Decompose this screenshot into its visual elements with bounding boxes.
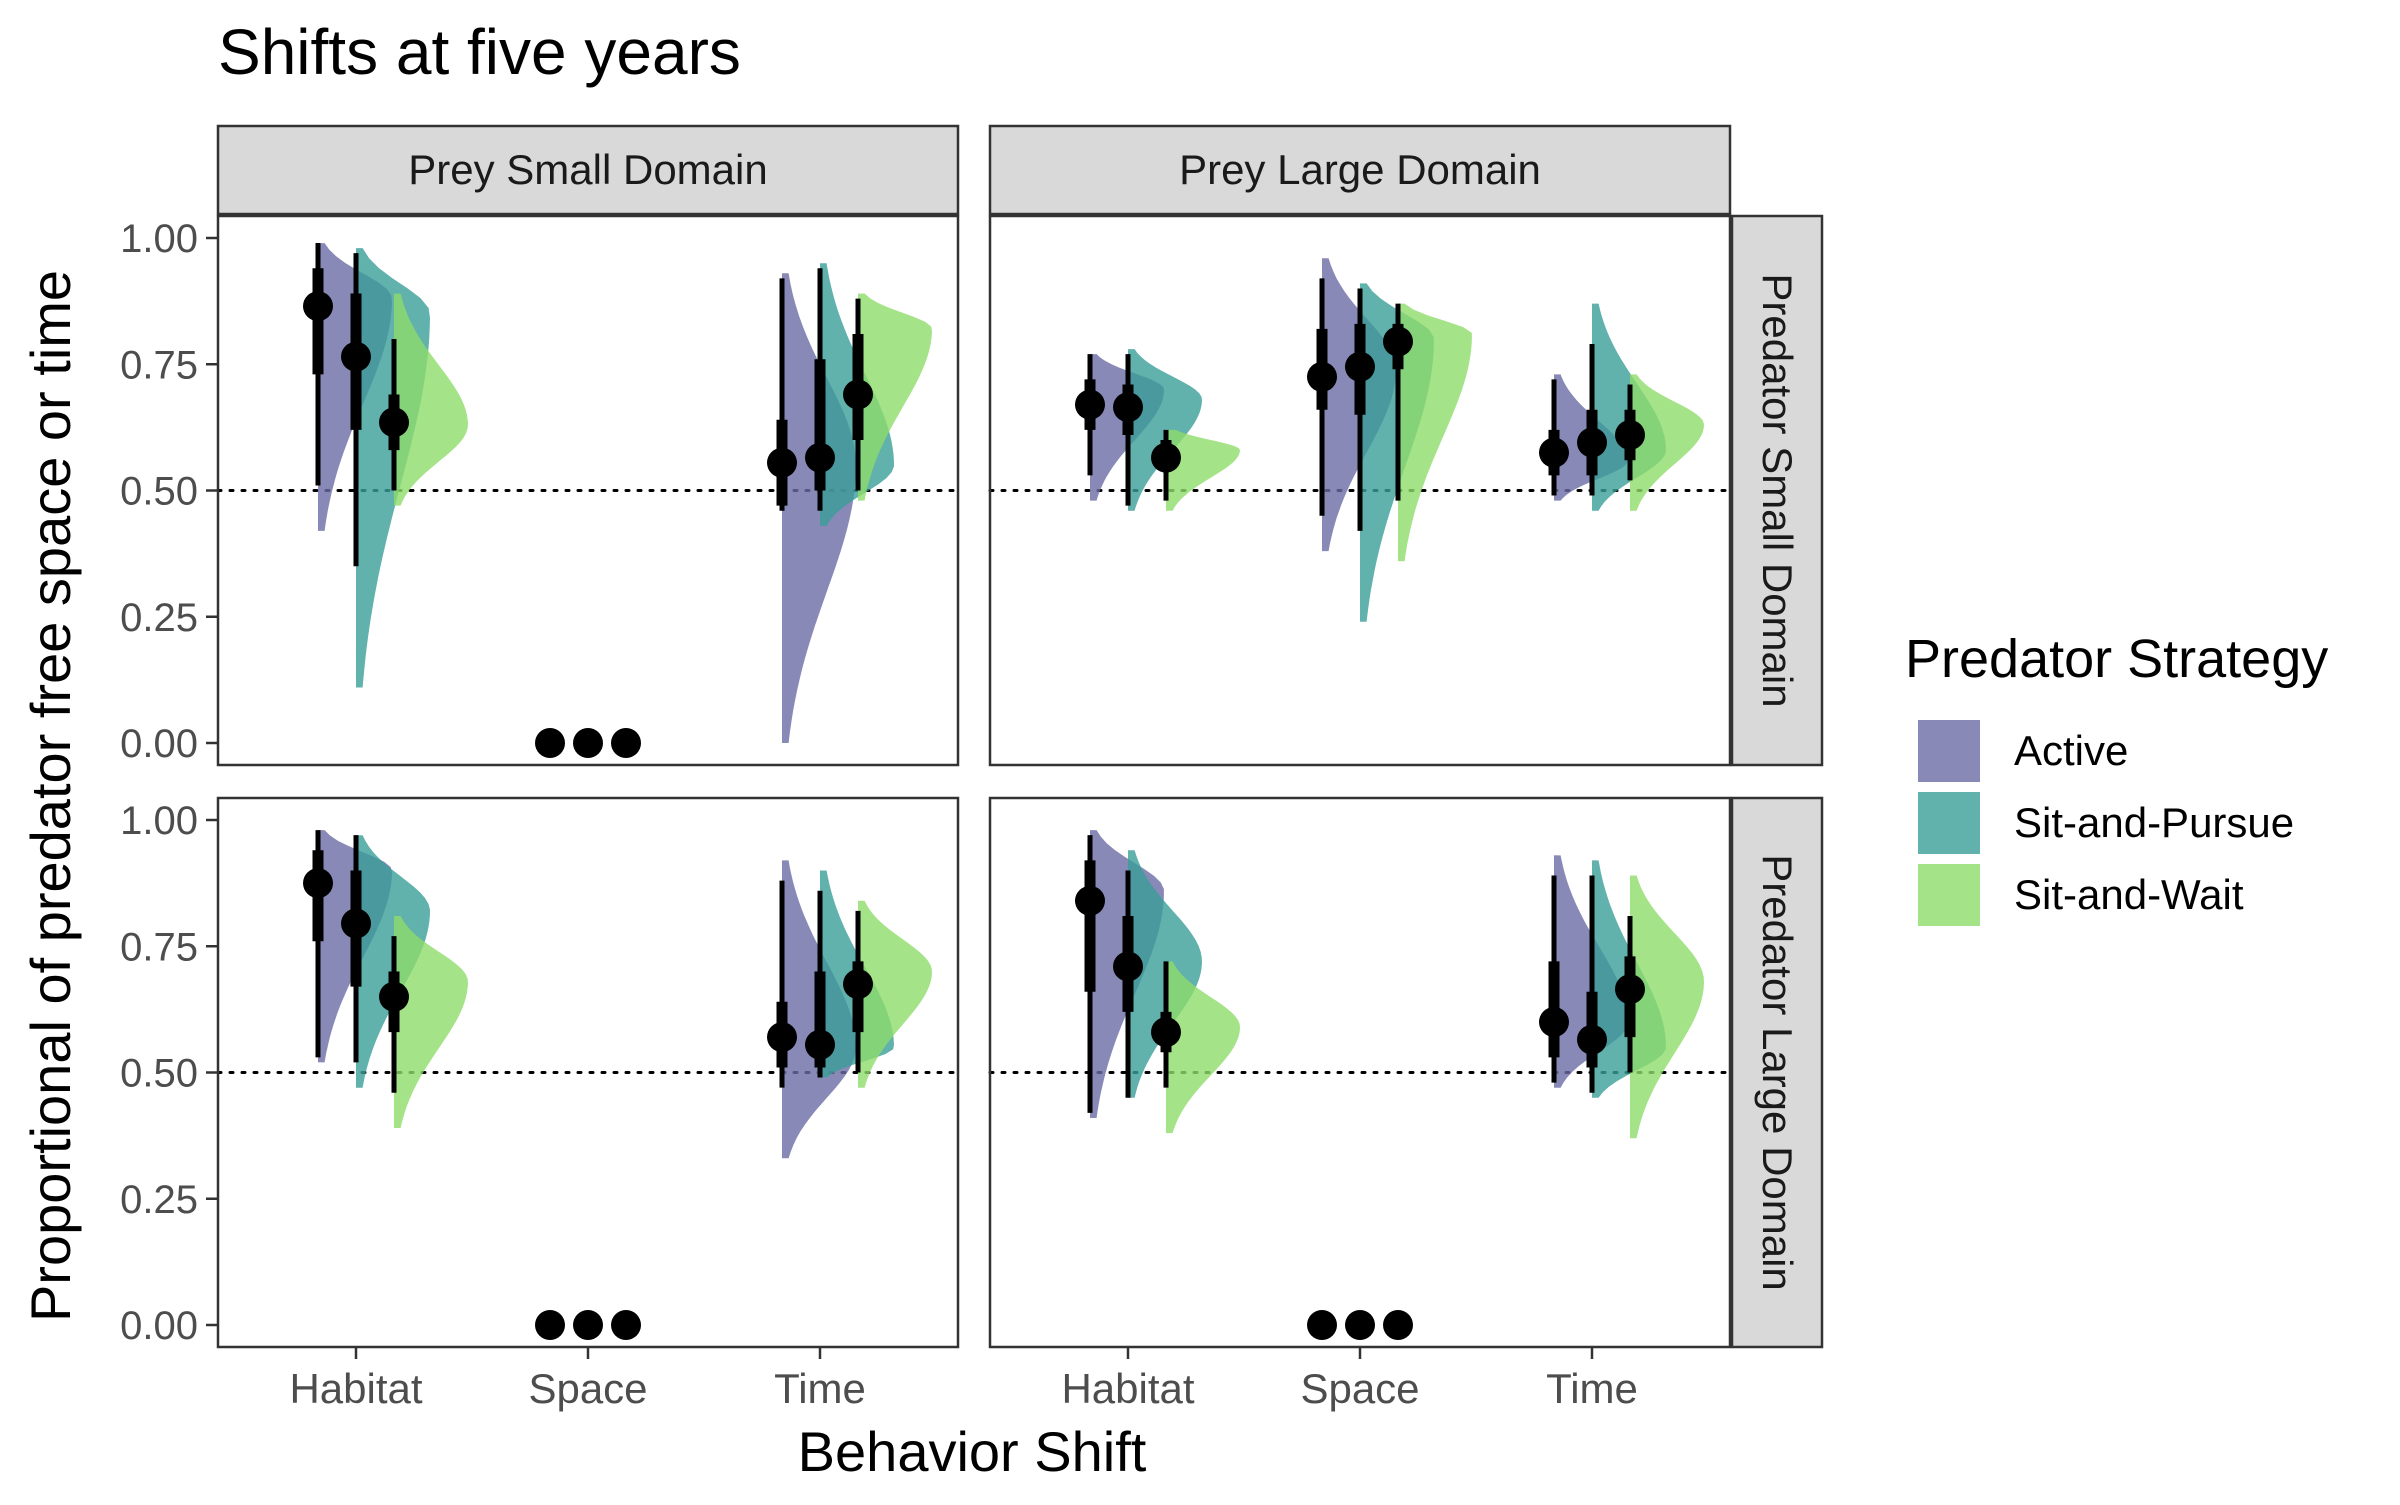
legend-title: Predator Strategy [1905,629,2328,689]
median-point-sit-and-pursue-habitat-r1-c1 [341,341,371,372]
median-point-active-time-r1-c2 [1539,437,1569,468]
violin-sit-and-wait-time-r1-c2 [1630,374,1704,511]
median-point-sit-and-wait-time-r1-c1 [843,379,873,410]
violin-sit-and-wait-habitat-r2-c2 [1166,961,1240,1134]
median-point-sit-and-wait-habitat-r1-c1 [379,407,409,438]
y-tick-label: 0.75 [120,343,198,387]
x-axis-title: Behavior Shift [798,1420,1147,1483]
median-point-sit-and-pursue-habitat-r2-c2 [1113,951,1143,982]
x-tick-label-habitat: Habitat [1061,1365,1194,1412]
y-tick-label: 0.50 [120,470,198,514]
legend-label: Sit-and-Wait [2014,871,2244,918]
strip-col-prey-large-domain: Prey Large Domain [988,124,1732,216]
violin-sit-and-wait-time-r1-c1 [858,293,932,501]
median-point-sit-and-wait-habitat-r2-c1 [379,981,409,1012]
median-point-sit-and-pursue-space-r1-c1 [573,728,603,758]
y-tick-label: 0.25 [120,596,198,640]
y-tick-label: 1.00 [120,217,198,261]
median-point-active-habitat-r1-c2 [1075,389,1105,420]
median-point-active-space-r2-c1 [535,1310,565,1340]
median-point-active-habitat-r1-c1 [303,291,333,322]
median-point-active-time-r2-c1 [767,1022,797,1053]
legend-item-sit-and-wait: Sit-and-Wait [1918,864,2244,926]
strip-col-prey-small-domain: Prey Small Domain [216,124,960,216]
median-point-sit-and-wait-space-r2-c1 [611,1310,641,1340]
median-point-active-habitat-r2-c1 [303,868,333,899]
median-point-sit-and-wait-time-r2-c1 [843,969,873,1000]
facet-panels: Prey Small Domain Prey Large Domain Predat… [120,124,1824,1412]
y-tick-label: 0.25 [120,1178,198,1222]
median-point-active-space-r2-c2 [1307,1310,1337,1340]
median-point-active-habitat-r2-c2 [1075,885,1105,916]
strip-row-predator-small-domain: Predator Small Domain [1730,214,1824,767]
x-tick-label-time: Time [1546,1365,1638,1412]
y-tick-label: 0.00 [120,722,198,766]
median-point-sit-and-pursue-time-r1-c1 [805,442,835,473]
strip-row-background [1730,214,1824,767]
x-tick-label-space: Space [1300,1365,1419,1412]
median-point-sit-and-pursue-space-r2-c1 [573,1310,603,1340]
median-point-sit-and-pursue-habitat-r1-c2 [1113,392,1143,423]
median-point-sit-and-pursue-time-r1-c2 [1577,427,1607,458]
strip-row-background [1730,796,1824,1349]
median-point-active-space-r1-c2 [1307,361,1337,392]
median-point-active-time-r2-c2 [1539,1007,1569,1037]
legend-label: Sit-and-Pursue [2014,799,2294,846]
y-tick-label: 0.00 [120,1304,198,1348]
strip-row-label: Predator Small Domain [1754,273,1801,707]
median-point-sit-and-wait-habitat-r2-c2 [1151,1017,1181,1048]
violin-sit-and-wait-time-r2-c2 [1630,875,1704,1139]
legend-key [1918,792,1980,854]
legend-item-active: Active [1918,720,2128,782]
x-tick-label-space: Space [528,1365,647,1412]
chart-title: Shifts at five years [218,16,741,88]
median-point-sit-and-pursue-habitat-r2-c1 [341,908,371,939]
strip-col-background [216,124,960,216]
panel-border-r1-c2 [988,214,1732,767]
median-point-sit-and-wait-space-r1-c1 [611,728,641,758]
strip-row-label: Predator Large Domain [1754,854,1801,1291]
legend-label: Active [2014,727,2128,774]
violin-sit-and-wait-habitat-r1-c1 [394,293,468,506]
strip-col-label: Prey Small Domain [408,146,767,193]
median-point-active-time-r1-c1 [767,447,797,478]
y-tick-label: 0.75 [120,925,198,969]
strip-row-predator-large-domain: Predator Large Domain [1730,796,1824,1349]
legend-item-sit-and-pursue: Sit-and-Pursue [1918,792,2294,854]
strip-col-background [988,124,1732,216]
violin-sit-and-wait-habitat-r2-c1 [394,916,468,1128]
median-point-active-space-r1-c1 [535,728,565,758]
violin-sit-and-wait-time-r2-c1 [858,900,932,1088]
median-point-sit-and-pursue-space-r1-c2 [1345,351,1375,382]
median-point-sit-and-pursue-time-r2-c2 [1577,1024,1607,1055]
median-point-sit-and-wait-time-r1-c2 [1615,419,1645,450]
violin-sit-and-wait-space-r1-c2 [1398,303,1472,562]
x-tick-label-time: Time [774,1365,866,1412]
median-point-sit-and-wait-space-r1-c2 [1383,326,1413,357]
median-point-sit-and-pursue-time-r2-c1 [805,1029,835,1060]
violin-sit-and-wait-habitat-r1-c2 [1166,429,1240,511]
legend-key [1918,864,1980,926]
median-point-sit-and-wait-habitat-r1-c2 [1151,442,1181,473]
y-tick-label: 0.50 [120,1052,198,1096]
strip-col-label: Prey Large Domain [1179,146,1541,193]
x-tick-label-habitat: Habitat [289,1365,422,1412]
median-point-sit-and-wait-space-r2-c2 [1383,1310,1413,1340]
y-axis-title: Proportional of predator free space or t… [19,270,82,1322]
legend: Predator Strategy Active Sit-and-Pursue Si… [1905,629,2328,926]
legend-key [1918,720,1980,782]
median-point-sit-and-pursue-space-r2-c2 [1345,1310,1375,1340]
median-point-sit-and-wait-time-r2-c2 [1615,974,1645,1005]
y-tick-label: 1.00 [120,799,198,843]
